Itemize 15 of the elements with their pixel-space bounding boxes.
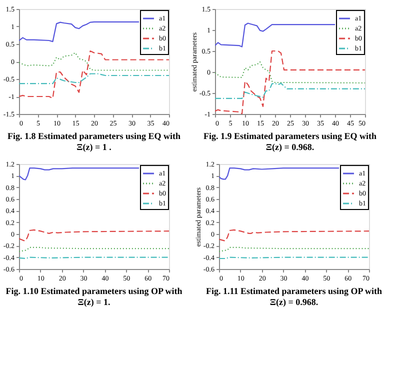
line-series [19, 73, 169, 84]
text: Fig. 1.10 Estimated parameters using OP with Ξ(z) = 1. [6, 286, 182, 307]
text: Fig. 1.8 Estimated parameters using EQ with Ξ(z) = 1 . [8, 131, 180, 152]
line-series [219, 229, 369, 242]
line-series [19, 21, 140, 42]
line-series [215, 82, 365, 100]
line-series [215, 22, 336, 48]
line-series [219, 168, 340, 180]
text: Fig. 1.9 Estimated parameters using EQ with Ξ(z) = 0.968. [204, 131, 376, 152]
line-series [19, 52, 169, 71]
line-series [19, 50, 169, 99]
text: Fig. 1.11 Estimated parameters using OP with Ξ(z) = 0.968. [206, 286, 382, 307]
line-series [19, 168, 140, 180]
line-series [215, 61, 365, 84]
line-series [19, 229, 169, 242]
